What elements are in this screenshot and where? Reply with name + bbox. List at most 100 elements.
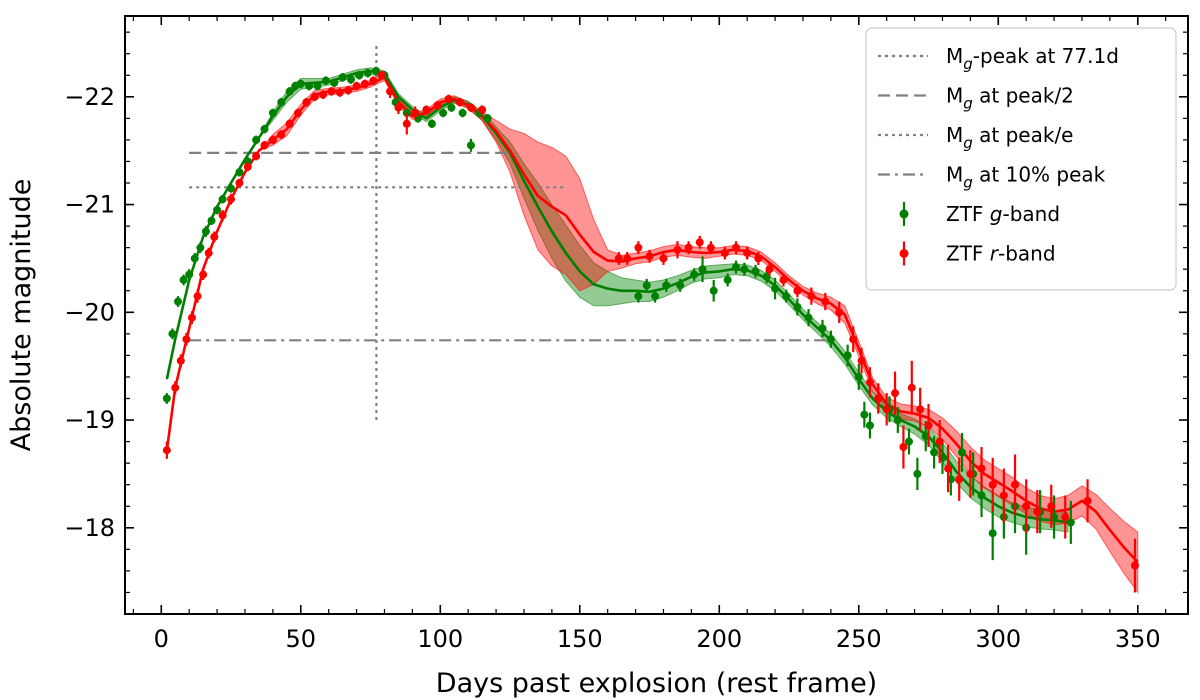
r-band-marker — [695, 238, 704, 247]
r-band-marker — [478, 105, 487, 114]
r-band-data-point — [327, 87, 336, 96]
r-band-data-point — [369, 76, 378, 85]
g-band-data-point — [804, 309, 813, 327]
r-band-data-point — [857, 347, 866, 374]
r-band-data-point — [162, 441, 171, 459]
legend: Mg-peak at 77.1d Mg at peak/2 Mg at peak/e… — [865, 27, 1177, 291]
g-band-data-point — [162, 393, 171, 404]
r-band-data-point — [1011, 454, 1020, 515]
r-band-marker — [706, 243, 715, 252]
r-band-data-point — [235, 178, 244, 188]
r-band-marker — [835, 308, 844, 317]
g-band-marker — [740, 265, 749, 274]
g-band-marker — [313, 82, 322, 91]
r-band-marker — [327, 87, 336, 96]
g-band-marker — [185, 270, 194, 279]
r-band-data-point — [352, 81, 361, 91]
r-band-data-point — [1083, 479, 1092, 523]
r-band-marker — [720, 249, 729, 258]
g-band-data-point — [321, 76, 330, 85]
r-band-marker — [344, 86, 353, 95]
r-band-data-point — [614, 251, 623, 265]
g-band-marker — [235, 168, 244, 177]
r-band-marker — [199, 270, 208, 279]
g-band-data-point — [860, 401, 869, 428]
g-band-data-point — [634, 289, 643, 303]
r-band-marker — [352, 82, 361, 91]
r-band-data-point — [394, 101, 403, 115]
r-band-data-point — [433, 101, 442, 110]
r-band-marker — [360, 79, 369, 88]
r-band-marker — [394, 103, 403, 112]
r-band-marker — [293, 108, 302, 117]
r-band-marker — [319, 90, 328, 99]
y-tick-label: −21 — [64, 191, 115, 219]
plot-frame — [124, 15, 1189, 615]
g-band-data-point — [330, 78, 339, 88]
g-band-data-point — [782, 289, 791, 303]
g-band-data-point — [305, 81, 314, 91]
g-band-data-point — [252, 135, 261, 145]
g-band-data-point — [751, 264, 760, 278]
g-band-data-point — [439, 108, 448, 118]
legend-entry: Mg at peak/e — [878, 123, 1074, 152]
g-band-marker — [213, 205, 222, 214]
r-band-marker — [988, 480, 997, 489]
r-band-data-point — [754, 251, 763, 265]
y-tick-label: −18 — [64, 514, 115, 542]
legend-box — [865, 27, 1177, 291]
r-band-data-point — [360, 79, 369, 89]
legend-label: Mg-peak at 77.1d — [946, 44, 1119, 73]
g-band-data-point — [313, 81, 322, 91]
r-band-marker — [193, 292, 202, 301]
g-band-marker — [642, 281, 651, 290]
r-band-data-point — [732, 241, 741, 255]
x-axis-label: Days past explosion (rest frame) — [436, 668, 877, 699]
r-band-data-point — [907, 360, 916, 415]
g-band-data-point — [338, 73, 347, 82]
g-band-marker — [988, 529, 997, 538]
y-tick-label: −22 — [64, 83, 115, 111]
g-band-marker — [1066, 518, 1075, 527]
r-band-marker — [645, 252, 654, 261]
r-band-data-point — [1130, 538, 1139, 593]
g-band-data-point — [904, 428, 913, 455]
r-band-marker — [732, 243, 741, 252]
r-band-marker — [466, 103, 475, 112]
r-band-marker — [302, 98, 311, 107]
g-band-marker — [268, 108, 277, 117]
g-band-data-point — [709, 279, 718, 302]
r-band-data-point — [891, 371, 900, 415]
r-band-data-point — [227, 193, 236, 205]
r-band-marker — [821, 297, 830, 306]
r-band-data-point — [793, 284, 802, 298]
g-band-marker — [865, 421, 874, 430]
g-band-marker — [662, 281, 671, 290]
g-band-marker — [439, 108, 448, 117]
r-band-marker — [285, 119, 294, 128]
g-band-marker — [218, 195, 227, 204]
r-band-data-point — [865, 367, 874, 398]
g-band-marker — [930, 448, 939, 457]
g-band-data-point — [179, 274, 188, 286]
g-band-marker — [651, 292, 660, 301]
r-band-marker — [944, 464, 953, 473]
g-band-marker — [321, 76, 330, 85]
g-band-marker — [709, 286, 718, 295]
g-band-marker — [826, 335, 835, 344]
r-band-data-point — [720, 246, 729, 260]
legend-label: Mg at 10% peak — [946, 163, 1106, 192]
x-tick-label: 0 — [154, 625, 169, 653]
g-band-marker — [723, 275, 732, 284]
g-band-data-point — [732, 260, 741, 274]
g-band-data-point — [826, 330, 835, 348]
g-band-marker — [771, 284, 780, 293]
r-band-data-point — [977, 446, 986, 491]
r-band-data-point — [916, 387, 925, 431]
r-band-marker — [754, 254, 763, 263]
g-band-marker — [346, 75, 355, 84]
g-band-marker — [372, 66, 381, 75]
g-band-data-point — [1066, 500, 1075, 544]
x-tick-label: 350 — [1115, 625, 1161, 653]
r-band-data-point — [252, 151, 261, 161]
